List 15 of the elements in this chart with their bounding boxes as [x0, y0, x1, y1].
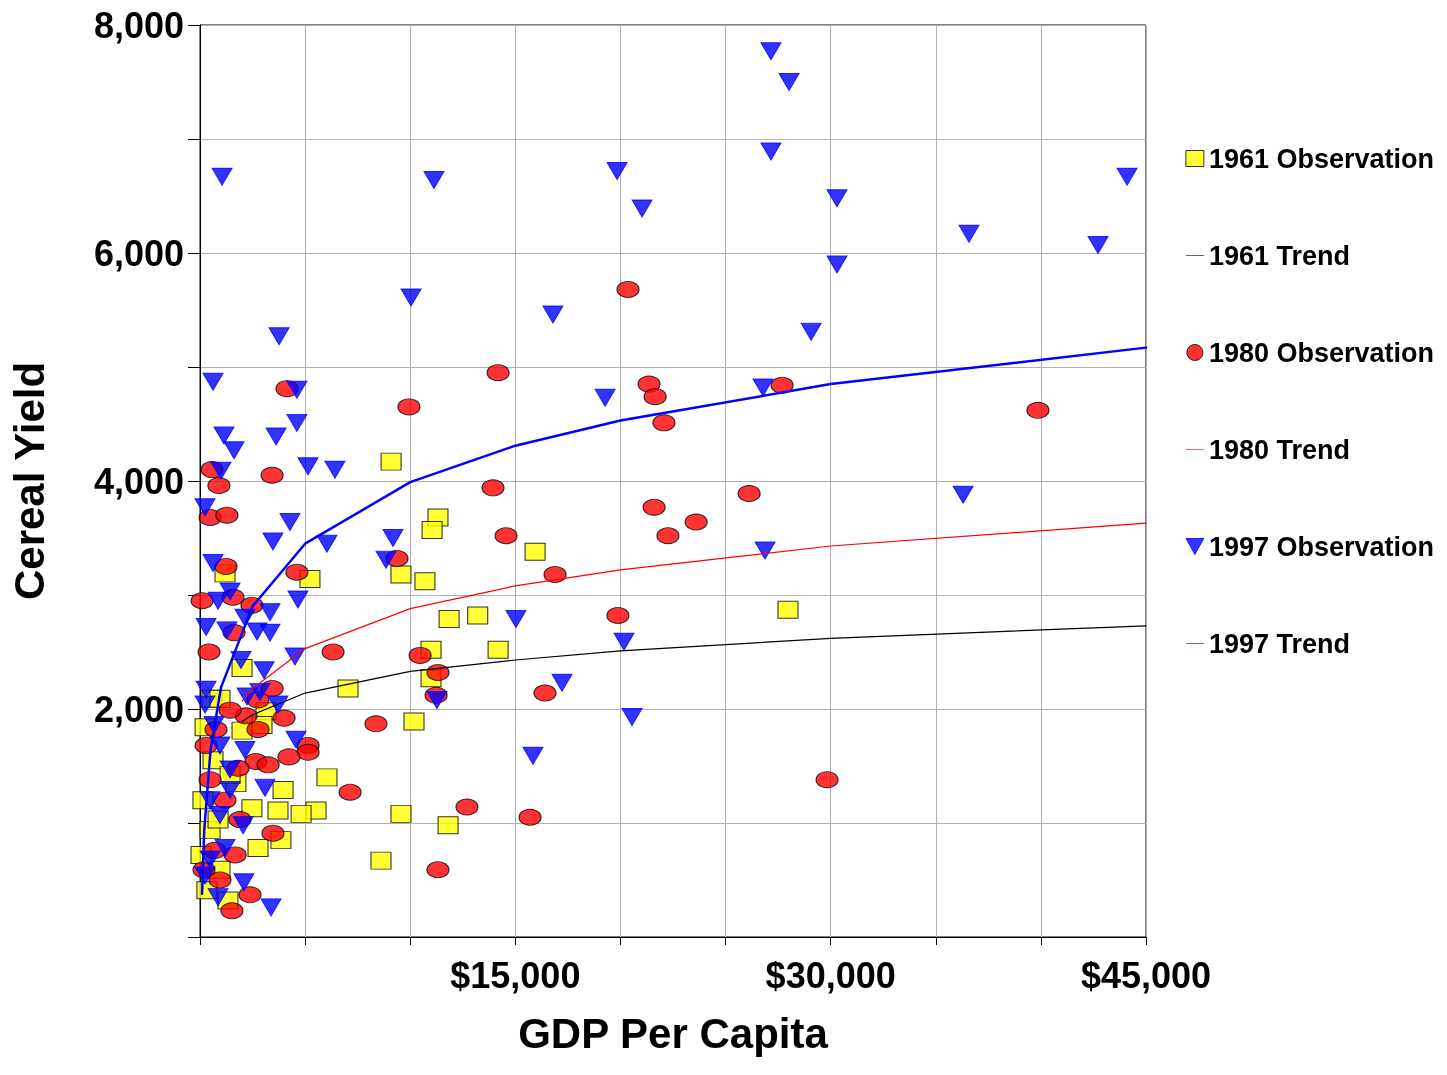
x-tick-label: $30,000 [765, 954, 896, 996]
legend-label: 1997 Observation [1208, 531, 1435, 562]
legend-label: 1980 Trend [1208, 434, 1350, 465]
y-tick-label: 2,000 [93, 688, 184, 730]
legend-label: 1961 Observation [1208, 143, 1435, 174]
y-tick-label: 4,000 [93, 460, 184, 502]
y-axis-title: Cereal Yield [5, 361, 53, 601]
legend-label: 1997 Trend [1208, 628, 1350, 659]
legend-label: 1980 Observation [1208, 337, 1435, 368]
y-tick-label: 6,000 [93, 232, 184, 274]
x-axis-title: GDP Per Capita [518, 1009, 829, 1057]
x-tick-label: $15,000 [450, 954, 581, 996]
x-tick-label: $45,000 [1080, 954, 1212, 996]
legend-label: 1961 Trend [1208, 240, 1350, 271]
y-tick-label: 8,000 [93, 4, 184, 46]
